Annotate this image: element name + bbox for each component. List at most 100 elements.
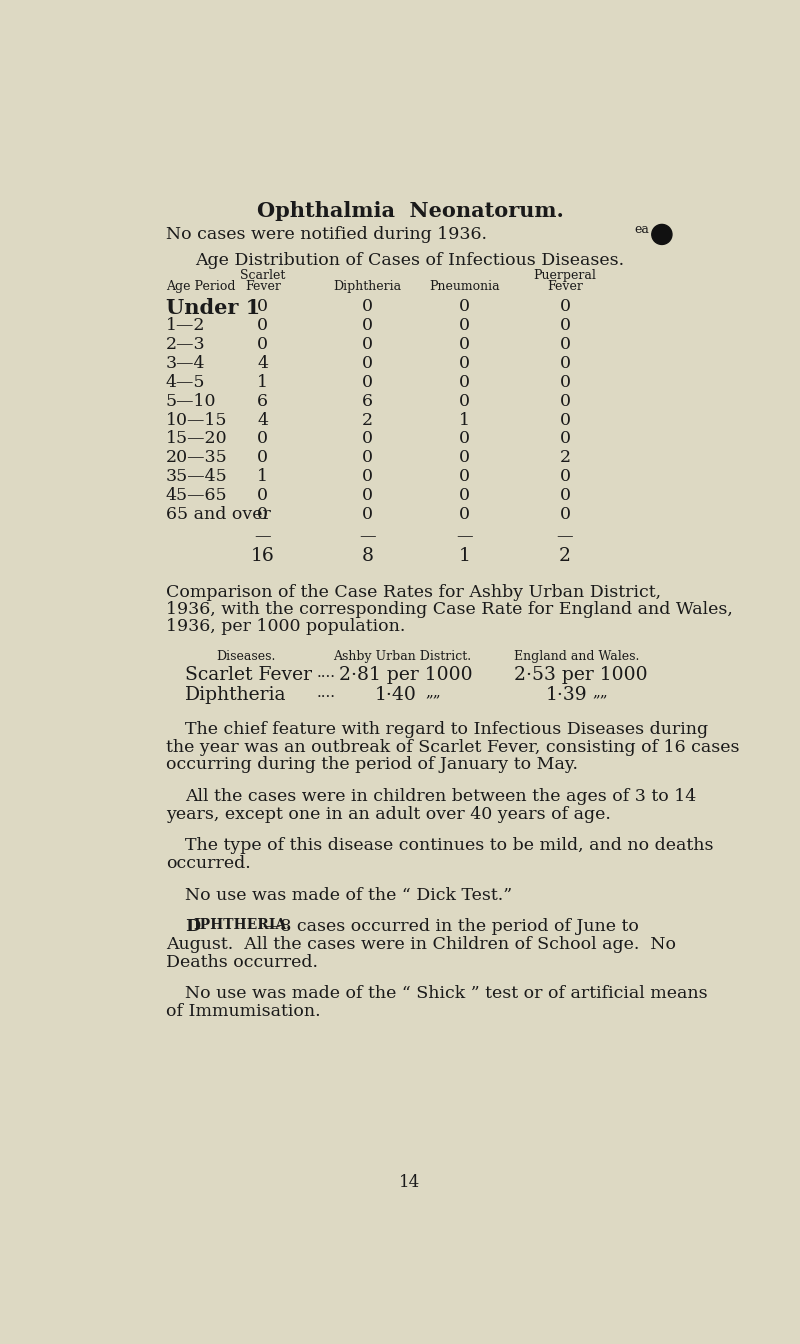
Text: D: D [186,918,200,935]
Text: Pneumonia: Pneumonia [429,280,499,293]
Text: 1936, per 1000 population.: 1936, per 1000 population. [166,618,406,634]
Text: 45—65: 45—65 [166,487,227,504]
Text: 0: 0 [258,298,268,316]
Text: 0: 0 [559,430,570,448]
Text: —: — [254,528,271,546]
Text: 65 and over: 65 and over [166,505,270,523]
Text: 0: 0 [258,336,268,353]
Text: 3—4: 3—4 [166,355,206,372]
Text: 15—20: 15—20 [166,430,227,448]
Text: 0: 0 [258,449,268,466]
Text: Puerperal: Puerperal [534,269,597,282]
Text: 1: 1 [458,411,470,429]
Text: 0: 0 [258,505,268,523]
Text: of Immumisation.: of Immumisation. [166,1003,321,1020]
Text: Diseases.: Diseases. [216,650,276,663]
Text: 2: 2 [559,449,570,466]
Text: 0: 0 [458,505,470,523]
Text: 2—3: 2—3 [166,336,206,353]
Text: The type of this disease continues to be mild, and no deaths: The type of this disease continues to be… [186,837,714,855]
Text: 0: 0 [559,487,570,504]
Text: 2: 2 [559,547,571,564]
Text: 5—10: 5—10 [166,392,216,410]
Text: Deaths occurred.: Deaths occurred. [166,954,318,970]
Text: 0: 0 [362,430,373,448]
Text: No cases were notified during 1936.: No cases were notified during 1936. [166,226,487,243]
Text: 0: 0 [362,336,373,353]
Circle shape [652,224,672,245]
Text: 0: 0 [458,298,470,316]
Text: occurring during the period of January to May.: occurring during the period of January t… [166,757,578,774]
Text: 35—45: 35—45 [166,468,228,485]
Text: Diphtheria: Diphtheria [334,280,402,293]
Text: Scarlet Fever: Scarlet Fever [186,665,312,684]
Text: Age Period: Age Period [166,280,235,293]
Text: 0: 0 [458,449,470,466]
Text: 0: 0 [258,430,268,448]
Text: 0: 0 [458,336,470,353]
Text: 6: 6 [258,392,268,410]
Text: 4: 4 [258,411,268,429]
Text: 0: 0 [458,392,470,410]
Text: 0: 0 [458,430,470,448]
Text: ....: .... [317,665,336,680]
Text: 1: 1 [458,547,470,564]
Text: Age Distribution of Cases of Infectious Diseases.: Age Distribution of Cases of Infectious … [195,253,625,269]
Text: 2·81 per 1000: 2·81 per 1000 [339,665,473,684]
Text: The chief feature with regard to Infectious Diseases during: The chief feature with regard to Infecti… [186,722,708,738]
Text: 0: 0 [559,505,570,523]
Text: 1: 1 [258,468,268,485]
Text: —8 cases occurred in the period of June to: —8 cases occurred in the period of June … [262,918,638,935]
Text: 2: 2 [362,411,373,429]
Text: the year was an outbreak of Scarlet Fever, consisting of 16 cases: the year was an outbreak of Scarlet Feve… [166,739,739,755]
Text: 0: 0 [559,392,570,410]
Text: 0: 0 [362,355,373,372]
Text: 0: 0 [258,317,268,335]
Text: 1936, with the corresponding Case Rate for England and Wales,: 1936, with the corresponding Case Rate f… [166,601,733,618]
Text: —: — [359,528,376,546]
Text: „„: „„ [592,685,608,700]
Text: 0: 0 [559,468,570,485]
Text: 0: 0 [362,468,373,485]
Text: —: — [456,528,473,546]
Text: „„: „„ [426,685,442,700]
Text: 16: 16 [251,547,274,564]
Text: 0: 0 [458,355,470,372]
Text: occurred.: occurred. [166,855,250,872]
Text: 0: 0 [458,468,470,485]
Text: No use was made of the “ Shick ” test or of artificial means: No use was made of the “ Shick ” test or… [186,985,708,1003]
Text: Ophthalmia  Neonatorum.: Ophthalmia Neonatorum. [257,202,563,222]
Text: 0: 0 [362,505,373,523]
Text: August.  All the cases were in Children of School age.  No: August. All the cases were in Children o… [166,935,676,953]
Text: 0: 0 [559,355,570,372]
Text: 2·53 per 1000: 2·53 per 1000 [514,665,647,684]
Text: 1: 1 [258,374,268,391]
Text: 6: 6 [362,392,373,410]
Text: Fever: Fever [245,280,281,293]
Text: 14: 14 [399,1173,421,1191]
Text: 0: 0 [458,374,470,391]
Text: Ashby Urban District.: Ashby Urban District. [333,650,471,663]
Text: 1·39: 1·39 [546,685,587,704]
Text: Diphtheria: Diphtheria [186,685,286,704]
Text: Under 1: Under 1 [166,298,260,319]
Text: 0: 0 [559,336,570,353]
Text: 0: 0 [258,487,268,504]
Text: 8: 8 [362,547,374,564]
Text: 1—2: 1—2 [166,317,206,335]
Text: Fever: Fever [547,280,583,293]
Text: —: — [557,528,574,546]
Text: 0: 0 [362,487,373,504]
Text: All the cases were in children between the ages of 3 to 14: All the cases were in children between t… [186,788,697,805]
Text: 0: 0 [362,374,373,391]
Text: 0: 0 [559,317,570,335]
Text: 4—5: 4—5 [166,374,206,391]
Text: 0: 0 [362,317,373,335]
Text: 0: 0 [458,317,470,335]
Text: 10—15: 10—15 [166,411,227,429]
Text: ....: .... [317,685,336,700]
Text: 4: 4 [258,355,268,372]
Text: years, except one in an adult over 40 years of age.: years, except one in an adult over 40 ye… [166,806,610,823]
Text: IPHTHERIA.: IPHTHERIA. [193,918,291,933]
Text: England and Wales.: England and Wales. [514,650,639,663]
